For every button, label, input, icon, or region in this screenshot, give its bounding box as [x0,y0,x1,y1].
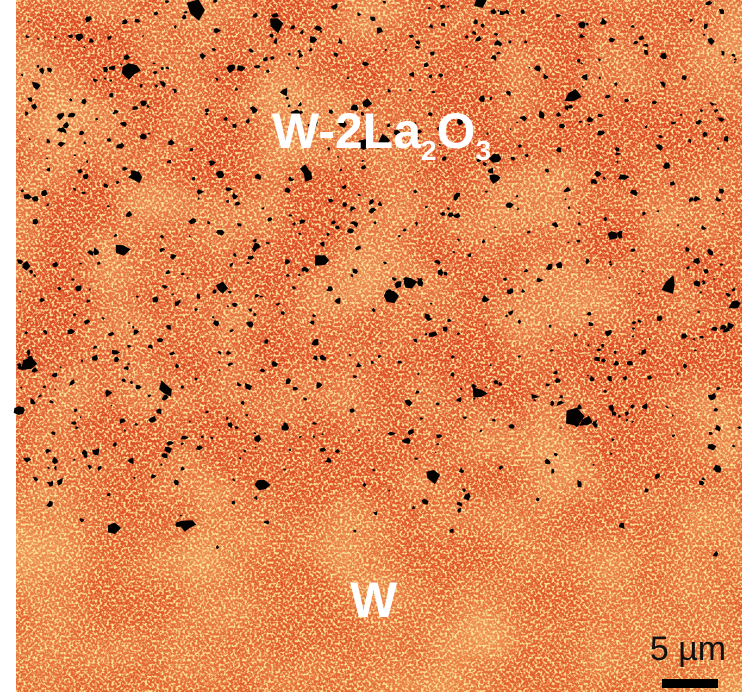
particle [594,357,600,361]
label-part: W-2La [272,103,422,159]
label-part: O [437,103,476,159]
bottom-label: W [350,572,398,628]
particle [409,89,412,91]
scale-bar [662,679,718,688]
particle [226,417,228,420]
top-label: W-2La2O3 [272,103,491,166]
label-subscript: 3 [475,135,491,166]
particle [453,251,455,253]
particle [443,327,448,332]
label-subscript: 2 [421,135,437,166]
micrograph: W-2La2O3 W 5 µm [0,0,742,699]
scale-bar-label: 5 µm [650,630,726,668]
page: W-2La2O3 W 5 µm (() => { const data = JS… [0,0,742,699]
